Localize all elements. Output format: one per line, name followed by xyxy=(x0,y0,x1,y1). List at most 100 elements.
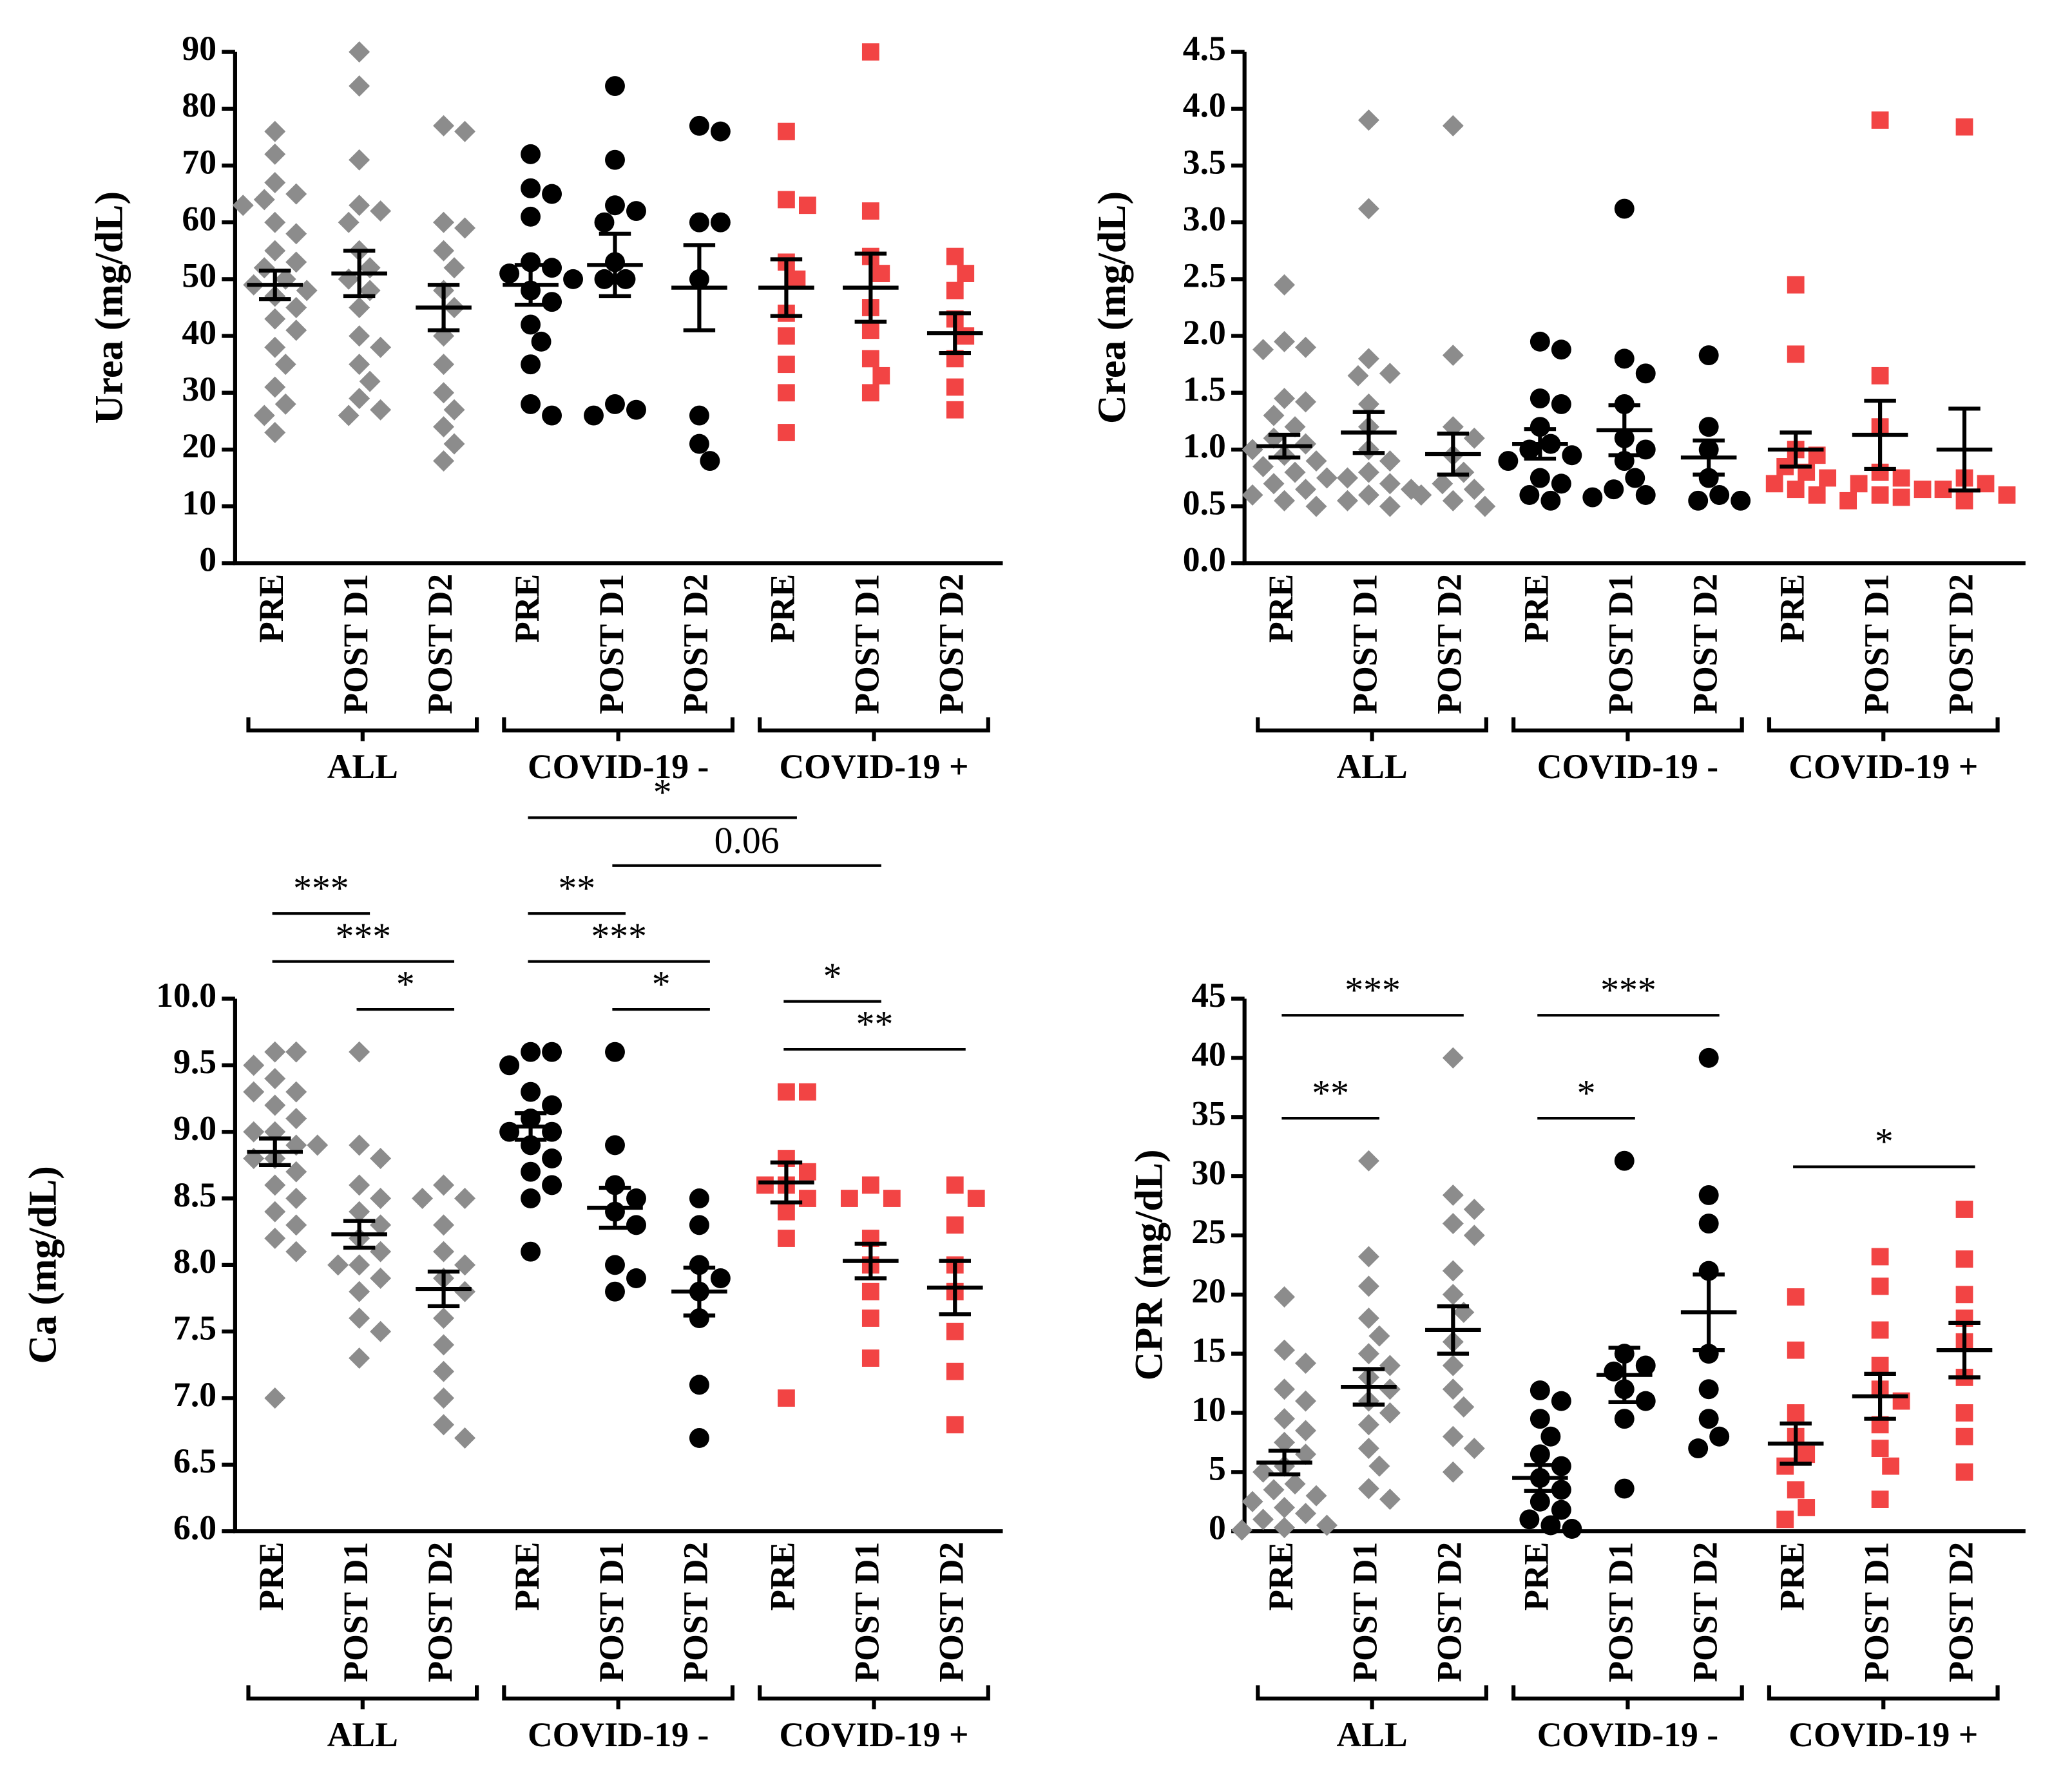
point xyxy=(1263,1479,1285,1501)
y-tick-label: 60 xyxy=(182,199,216,238)
point xyxy=(1635,1355,1656,1376)
point xyxy=(359,370,381,392)
point xyxy=(264,1041,286,1063)
point xyxy=(349,354,370,376)
point xyxy=(1698,417,1719,437)
x-tick-label: POST D2 xyxy=(676,574,715,714)
group-bracket xyxy=(758,717,990,741)
point xyxy=(433,1308,455,1329)
point xyxy=(861,1282,879,1300)
point xyxy=(433,240,455,262)
point xyxy=(1787,481,1805,499)
point xyxy=(605,149,625,170)
sem-bar xyxy=(1864,399,1896,471)
point xyxy=(542,1095,562,1116)
point xyxy=(1530,331,1550,352)
point xyxy=(883,1190,901,1207)
point xyxy=(1295,391,1316,413)
point xyxy=(1808,486,1826,504)
point xyxy=(594,269,615,289)
point xyxy=(1955,1404,1973,1422)
point xyxy=(689,1215,709,1235)
point xyxy=(338,211,360,233)
x-tick-label: PRE xyxy=(1261,574,1300,643)
point xyxy=(1614,348,1635,369)
y-tick-label: 2.0 xyxy=(1183,313,1226,352)
significance-label: *** xyxy=(591,917,647,957)
point xyxy=(433,115,455,137)
point xyxy=(499,1055,520,1076)
sem-bar xyxy=(1268,432,1301,460)
point xyxy=(285,1188,307,1210)
x-tick-label: POST D2 xyxy=(1430,1542,1469,1682)
significance-label: * xyxy=(1577,1073,1596,1114)
sem-bar xyxy=(1864,1371,1896,1421)
y-tick-label: 2.5 xyxy=(1183,256,1226,295)
y-tick-label: 10 xyxy=(182,483,216,522)
significance-label: *** xyxy=(1345,970,1401,1011)
y-tick-label: 80 xyxy=(182,86,216,124)
x-tick-label: POST D2 xyxy=(1430,574,1469,714)
point xyxy=(1955,1427,1973,1445)
significance-label: * xyxy=(652,964,671,1005)
x-tick-label: POST D1 xyxy=(848,574,887,714)
point xyxy=(1582,487,1603,508)
point xyxy=(1731,490,1751,511)
point xyxy=(1530,1444,1550,1465)
point xyxy=(1442,1461,1464,1483)
y-tick-label: 70 xyxy=(182,142,216,181)
y-tick-label: 8.0 xyxy=(173,1242,216,1281)
point xyxy=(433,416,455,438)
point xyxy=(521,1042,541,1062)
point xyxy=(433,1334,455,1356)
point xyxy=(1530,1491,1550,1512)
point xyxy=(778,1230,795,1247)
point xyxy=(872,367,890,385)
point xyxy=(1336,467,1358,489)
x-tick-label: PRE xyxy=(252,1542,291,1611)
point xyxy=(370,200,392,222)
point xyxy=(1463,1438,1485,1460)
point xyxy=(1442,1213,1464,1235)
significance-label: ** xyxy=(558,869,595,910)
point xyxy=(1295,1390,1316,1412)
point xyxy=(778,327,795,345)
point xyxy=(1540,1426,1561,1447)
sem-bar xyxy=(1779,1421,1812,1466)
point xyxy=(1442,1260,1464,1282)
x-tick-label: POST D1 xyxy=(336,1542,375,1682)
point xyxy=(433,450,455,472)
group-label: COVID-19 + xyxy=(1789,1715,1978,1754)
point xyxy=(1551,339,1571,360)
point xyxy=(756,1176,774,1194)
point xyxy=(605,1175,625,1195)
point xyxy=(710,1268,731,1288)
point xyxy=(689,212,709,233)
point xyxy=(840,1190,858,1207)
y-tick-label: 6.5 xyxy=(173,1442,216,1480)
group-label: ALL xyxy=(327,747,398,786)
group-label: COVID-19 - xyxy=(1537,747,1718,786)
group-label: ALL xyxy=(1336,1715,1407,1754)
point xyxy=(274,393,296,415)
y-tick-label: 45 xyxy=(1191,976,1226,1014)
point xyxy=(264,1387,286,1409)
point xyxy=(778,191,795,209)
y-tick-label: 0 xyxy=(1209,1508,1226,1547)
point xyxy=(1955,1250,1973,1268)
x-tick-label: POST D2 xyxy=(676,1542,715,1682)
x-tick-label: PRE xyxy=(763,574,802,643)
point xyxy=(1604,479,1624,500)
point xyxy=(626,1215,646,1235)
point xyxy=(1463,1224,1485,1246)
y-tick-label: 8.5 xyxy=(173,1176,216,1214)
significance-label: * xyxy=(653,773,672,814)
point xyxy=(946,1416,964,1434)
point xyxy=(1551,473,1571,494)
point xyxy=(1709,485,1730,505)
point xyxy=(1357,1150,1379,1172)
point xyxy=(1635,485,1656,505)
point xyxy=(1295,1352,1316,1374)
point xyxy=(1787,1404,1805,1422)
point xyxy=(1274,1517,1295,1539)
